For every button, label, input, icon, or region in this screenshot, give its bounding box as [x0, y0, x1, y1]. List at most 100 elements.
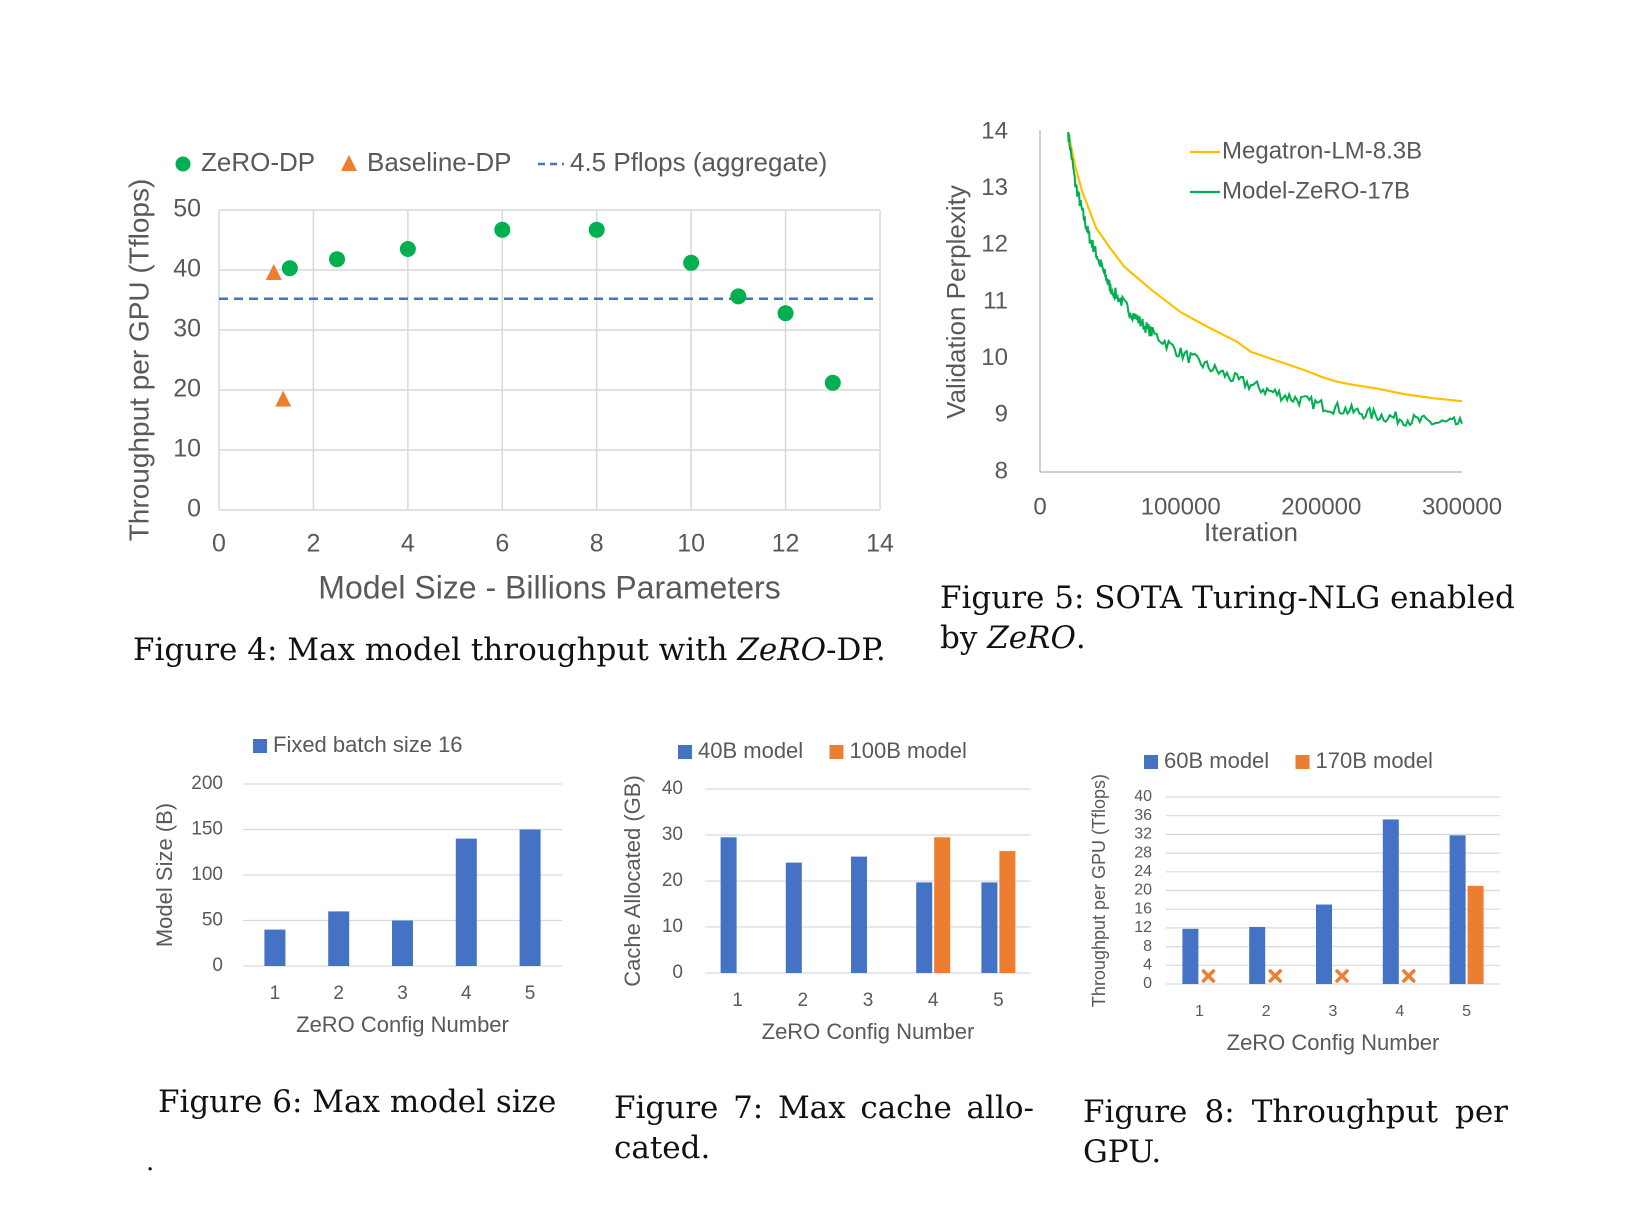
- fig8-ytick-label: 24: [1134, 863, 1152, 880]
- fig8-missing-x-icon: [1335, 969, 1349, 983]
- fig4-zero-dp-point: [494, 221, 511, 238]
- fig7-bar-100b-model: [999, 851, 1016, 973]
- fig8-ytick-label: 36: [1134, 807, 1152, 824]
- fig8-xtick-label: 2: [1262, 1003, 1271, 1020]
- fig7-legend-marker: [829, 745, 844, 759]
- fig4-ytick-label: 30: [173, 315, 201, 343]
- figure5-caption: Figure 5: SOTA Turing-NLG enabled by ZeR…: [940, 578, 1515, 658]
- fig4-xtick-label: 4: [401, 530, 415, 558]
- figure6-caption-dot: .: [146, 1147, 155, 1177]
- fig5-zero-line: [1067, 131, 1463, 427]
- fig4-xtick-label: 10: [677, 530, 705, 558]
- fig6-bar-fixed-batch-size-16: [392, 920, 413, 966]
- fig5-caption-line2-italic: ZeRO: [987, 620, 1076, 656]
- figure6-caption: Figure 6: Max model size: [158, 1082, 556, 1122]
- fig4-legend-baseline-dp: Baseline-DP: [367, 147, 512, 177]
- fig8-ytick-label: 28: [1134, 844, 1152, 861]
- fig8-ytick-label: 16: [1134, 900, 1152, 917]
- fig4-zero-dp-point: [730, 288, 747, 305]
- fig4-xtick-label: 12: [772, 530, 800, 558]
- fig8-xtick-label: 5: [1462, 1003, 1471, 1020]
- fig5-caption-line2: by ZeRO.: [940, 618, 1515, 658]
- figure8-caption: Figure 8: Throughput per GPU.: [1083, 1092, 1508, 1172]
- fig6-caption-line1: Figure 6: Max model size: [158, 1084, 557, 1120]
- fig4-legend-zero-dp-marker: [175, 156, 191, 172]
- fig6-ytick-label: 0: [212, 955, 223, 976]
- fig8-xlabel: ZeRO Config Number: [1227, 1030, 1440, 1055]
- fig4-xtick-label: 14: [866, 530, 894, 558]
- fig6-xtick-label: 3: [397, 983, 408, 1004]
- fig5-xtick-label: 0: [1033, 493, 1046, 520]
- fig8-ytick-label: 20: [1134, 882, 1152, 899]
- fig6-xtick-label: 1: [270, 983, 281, 1004]
- fig5-legend-zero: Model-ZeRO-17B: [1222, 177, 1410, 204]
- fig8-caption-line2: GPU.: [1083, 1134, 1162, 1170]
- fig6-ytick-label: 150: [191, 819, 223, 840]
- fig8-bar-60b-model: [1249, 926, 1266, 984]
- fig5-caption-line2-prefix: by: [940, 620, 988, 656]
- fig6-bar-fixed-batch-size-16: [264, 929, 286, 966]
- fig7-ytick-label: 20: [662, 870, 683, 891]
- fig7-xlabel: ZeRO Config Number: [762, 1019, 975, 1044]
- fig8-missing-x-icon: [1268, 969, 1282, 983]
- fig4-xtick-label: 8: [590, 530, 604, 558]
- fig6-legend-label: Fixed batch size 16: [273, 732, 463, 757]
- fig5-ylabel: Validation Perplexity: [941, 185, 971, 419]
- fig5-ytick-label: 10: [981, 344, 1008, 371]
- fig4-zero-dp-point: [777, 305, 794, 322]
- fig8-ytick-label: 40: [1134, 788, 1152, 805]
- fig6-ytick-label: 200: [191, 773, 223, 794]
- fig4-ytick-label: 40: [173, 255, 201, 283]
- fig7-bar-40b-model: [785, 862, 802, 973]
- fig6-bar-fixed-batch-size-16: [328, 911, 350, 966]
- figure4-caption: Figure 4: Max model throughput with ZeRO…: [133, 630, 886, 670]
- fig4-ytick-label: 10: [173, 435, 201, 463]
- figure7-caption: Figure 7: Max cache allo- cated.: [614, 1088, 1034, 1168]
- fig8-ylabel: Throughput per GPU (Tflops): [1089, 774, 1109, 1007]
- fig8-bar-60b-model: [1182, 928, 1199, 984]
- fig4-ytick-label: 20: [173, 375, 201, 403]
- fig5-legend-megatron: Megatron-LM-8.3B: [1222, 137, 1422, 164]
- fig8-caption-line1: Figure 8: Throughput per: [1083, 1094, 1508, 1130]
- fig8-missing-x-icon: [1402, 969, 1416, 983]
- fig7-bar-40b-model: [916, 882, 933, 973]
- fig7-ytick-label: 40: [662, 778, 683, 799]
- fig4-legend-zero-dp: ZeRO-DP: [201, 147, 315, 177]
- fig6-ylabel: Model Size (B): [152, 803, 177, 947]
- fig4-baseline-dp-point: [275, 390, 292, 407]
- fig4-zero-dp-point: [281, 260, 298, 277]
- fig4-legend-baseline-dp-marker: [341, 155, 357, 171]
- fig8-ytick-label: 12: [1134, 919, 1152, 936]
- fig4-legend-aggregate: 4.5 Pflops (aggregate): [570, 147, 827, 177]
- fig5-ytick-label: 12: [981, 231, 1008, 258]
- fig4-ytick-label: 50: [173, 195, 201, 223]
- fig7-bar-40b-model: [981, 882, 998, 973]
- fig6-xtick-label: 5: [525, 983, 536, 1004]
- fig5-ytick-label: 14: [981, 117, 1008, 144]
- fig4-caption-prefix: Figure 4: Max model throughput with: [133, 632, 738, 668]
- fig5-caption-line2-suffix: .: [1075, 620, 1086, 656]
- fig6-xtick-label: 4: [461, 983, 472, 1004]
- fig6-ytick-label: 100: [191, 864, 223, 885]
- fig4-ytick-label: 0: [187, 495, 201, 523]
- fig7-ytick-label: 10: [662, 916, 683, 937]
- fig7-xtick-label: 2: [798, 990, 809, 1011]
- fig6-xlabel: ZeRO Config Number: [296, 1012, 509, 1037]
- fig8-bar-60b-model: [1382, 819, 1399, 984]
- fig4-caption-suffix: -DP.: [826, 632, 886, 668]
- fig7-legend-label: 40B model: [698, 738, 803, 763]
- fig6-xtick-label: 2: [333, 983, 344, 1004]
- fig6-legend-marker: [253, 739, 267, 753]
- fig7-xtick-label: 1: [732, 990, 743, 1011]
- fig7-caption-line1: Figure 7: Max cache allo-: [614, 1090, 1034, 1126]
- fig8-legend-marker: [1144, 755, 1158, 769]
- fig4-ylabel: Throughput per GPU (Tflops): [123, 179, 154, 542]
- fig5-xtick-label: 200000: [1281, 493, 1361, 520]
- fig7-xtick-label: 4: [928, 990, 939, 1011]
- fig4-xtick-label: 2: [306, 530, 320, 558]
- fig4-zero-dp-point: [588, 221, 605, 238]
- fig4-caption-italic: ZeRO: [737, 632, 827, 668]
- fig5-ytick-label: 8: [995, 457, 1008, 484]
- fig5-xlabel: Iteration: [1204, 517, 1298, 547]
